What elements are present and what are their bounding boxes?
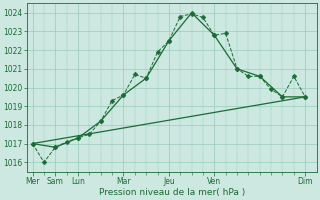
X-axis label: Pression niveau de la mer( hPa ): Pression niveau de la mer( hPa ) bbox=[99, 188, 245, 197]
